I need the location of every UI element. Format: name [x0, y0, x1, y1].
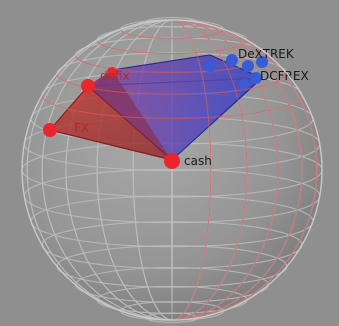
sphere-meridian-front [171, 19, 279, 321]
sphere-parallel-front [41, 94, 303, 119]
red-nodes [43, 67, 180, 169]
node-blue-6 [239, 79, 249, 89]
node-blue-2 [226, 54, 238, 66]
label-blue-lower: DCFREX [260, 69, 309, 83]
node-red-defix [81, 79, 95, 93]
label-cash: cash [184, 154, 212, 168]
sphere-parallel-front [96, 40, 248, 55]
label-red-left: FX [74, 121, 89, 135]
blue-hull [87, 54, 263, 161]
node-blue-1 [204, 60, 216, 72]
node-blue-4 [256, 56, 268, 68]
node-red-fx [43, 123, 57, 137]
sphere-parallel-front [56, 73, 288, 95]
sphere-meridian-front [171, 19, 248, 321]
sphere-meridian-front [171, 19, 212, 321]
node-red-top [107, 67, 117, 77]
sphere-meridian-front [171, 19, 318, 321]
node-blue-5 [250, 72, 262, 84]
sphere-outline [21, 19, 323, 321]
node-blue-3 [242, 60, 254, 72]
label-red-upper: defix [100, 69, 130, 83]
sphere-parallel-front [120, 28, 224, 39]
node-red-cash [164, 153, 180, 169]
sphere-meridian-front [171, 19, 303, 321]
blue-nodes [204, 54, 268, 89]
